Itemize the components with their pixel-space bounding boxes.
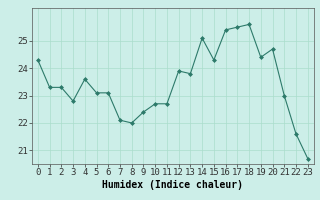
X-axis label: Humidex (Indice chaleur): Humidex (Indice chaleur) <box>102 180 243 190</box>
